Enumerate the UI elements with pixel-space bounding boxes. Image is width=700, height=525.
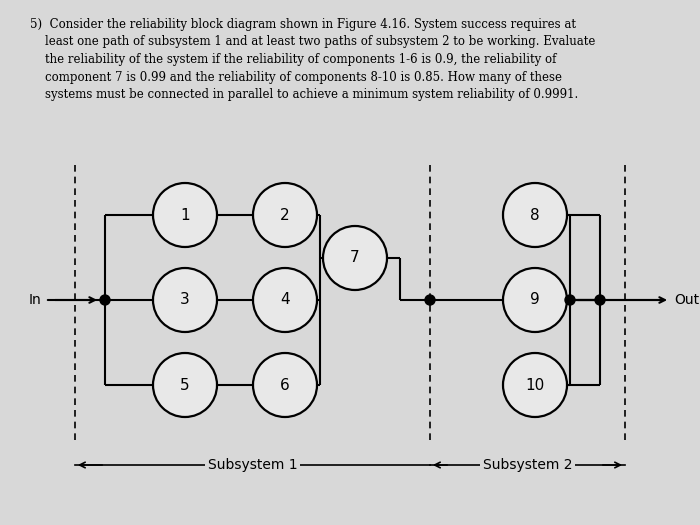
Text: 3: 3 [180, 292, 190, 308]
Circle shape [595, 295, 605, 305]
Circle shape [503, 268, 567, 332]
Circle shape [253, 183, 317, 247]
Circle shape [153, 183, 217, 247]
Text: 2: 2 [280, 207, 290, 223]
Text: Subsystem 2: Subsystem 2 [483, 458, 573, 472]
Text: 9: 9 [530, 292, 540, 308]
Circle shape [253, 353, 317, 417]
Text: 6: 6 [280, 377, 290, 393]
Circle shape [503, 183, 567, 247]
Circle shape [153, 353, 217, 417]
Text: 8: 8 [530, 207, 540, 223]
Text: 5: 5 [180, 377, 190, 393]
Text: 4: 4 [280, 292, 290, 308]
Circle shape [253, 268, 317, 332]
Circle shape [153, 268, 217, 332]
Circle shape [503, 353, 567, 417]
Circle shape [100, 295, 110, 305]
Circle shape [425, 295, 435, 305]
Circle shape [323, 226, 387, 290]
Text: Out: Out [674, 293, 699, 307]
Text: Subsystem 1: Subsystem 1 [208, 458, 298, 472]
Circle shape [565, 295, 575, 305]
Text: 1: 1 [180, 207, 190, 223]
Text: 7: 7 [350, 250, 360, 266]
Text: 10: 10 [526, 377, 545, 393]
Text: 5)  Consider the reliability block diagram shown in Figure 4.16. System success : 5) Consider the reliability block diagra… [30, 18, 596, 101]
Text: In: In [28, 293, 41, 307]
